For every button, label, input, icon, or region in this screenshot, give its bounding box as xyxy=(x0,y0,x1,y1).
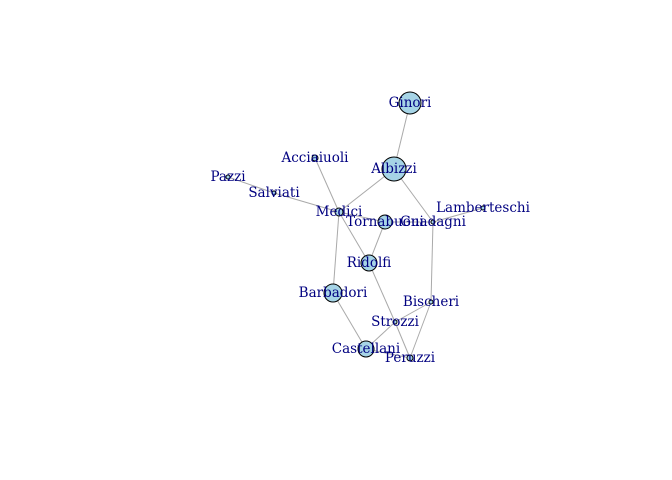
node-layer xyxy=(225,91,486,362)
node-label-tornabuoni: Tornabuoni xyxy=(346,214,424,230)
node-label-guadagni: Guadagni xyxy=(400,214,467,230)
node-label-peruzzi: Peruzzi xyxy=(385,350,436,366)
node-label-medici: Medici xyxy=(316,204,363,220)
node-peruzzi xyxy=(406,354,414,362)
node-albizzi xyxy=(381,156,407,182)
node-label-ridolfi: Ridolfi xyxy=(347,255,392,271)
edge-bischeri-peruzzi xyxy=(409,301,432,359)
edge-acciaiuoli-medici xyxy=(314,157,340,213)
node-bischeri xyxy=(428,299,434,305)
node-barbadori xyxy=(323,283,343,303)
node-tornabuoni xyxy=(377,214,393,230)
node-label-pazzi: Pazzi xyxy=(210,169,246,185)
edge-guadagni-bischeri xyxy=(430,221,434,303)
node-pazzi xyxy=(225,174,231,180)
node-acciaiuoli xyxy=(311,154,319,162)
node-castellani xyxy=(357,340,375,358)
node-label-acciaiuoli: Acciaiuoli xyxy=(280,150,349,166)
node-ginori xyxy=(398,91,422,115)
edge-medici-tornabuoni xyxy=(338,211,386,223)
edge-pazzi-salviati xyxy=(227,176,275,194)
node-label-albizzi: Albizzi xyxy=(370,161,417,177)
edge-strozzi-peruzzi xyxy=(394,321,411,359)
node-label-barbadori: Barbadori xyxy=(299,285,368,301)
edge-bischeri-strozzi xyxy=(394,301,432,323)
node-label-castellani: Castellani xyxy=(332,341,401,357)
node-medici xyxy=(334,207,344,217)
node-strozzi xyxy=(392,319,398,325)
edge-ridolfi-strozzi xyxy=(368,262,396,323)
node-salviati xyxy=(271,190,277,196)
node-ridolfi xyxy=(360,254,378,272)
edge-medici-ridolfi xyxy=(338,211,370,264)
edge-guadagni-lamberteschi xyxy=(432,207,484,223)
node-guadagni xyxy=(430,219,436,225)
edge-medici-barbadori xyxy=(332,211,340,294)
node-label-lamberteschi: Lamberteschi xyxy=(436,200,530,216)
node-label-ginori: Ginori xyxy=(389,95,432,111)
node-lamberteschi xyxy=(480,205,486,211)
node-label-strozzi: Strozzi xyxy=(371,314,419,330)
edge-barbadori-castellani xyxy=(332,292,367,350)
node-label-bischeri: Bischeri xyxy=(403,294,460,310)
edge-salviati-medici xyxy=(273,192,340,213)
edge-layer xyxy=(227,102,484,359)
node-label-salviati: Salviati xyxy=(248,185,300,201)
